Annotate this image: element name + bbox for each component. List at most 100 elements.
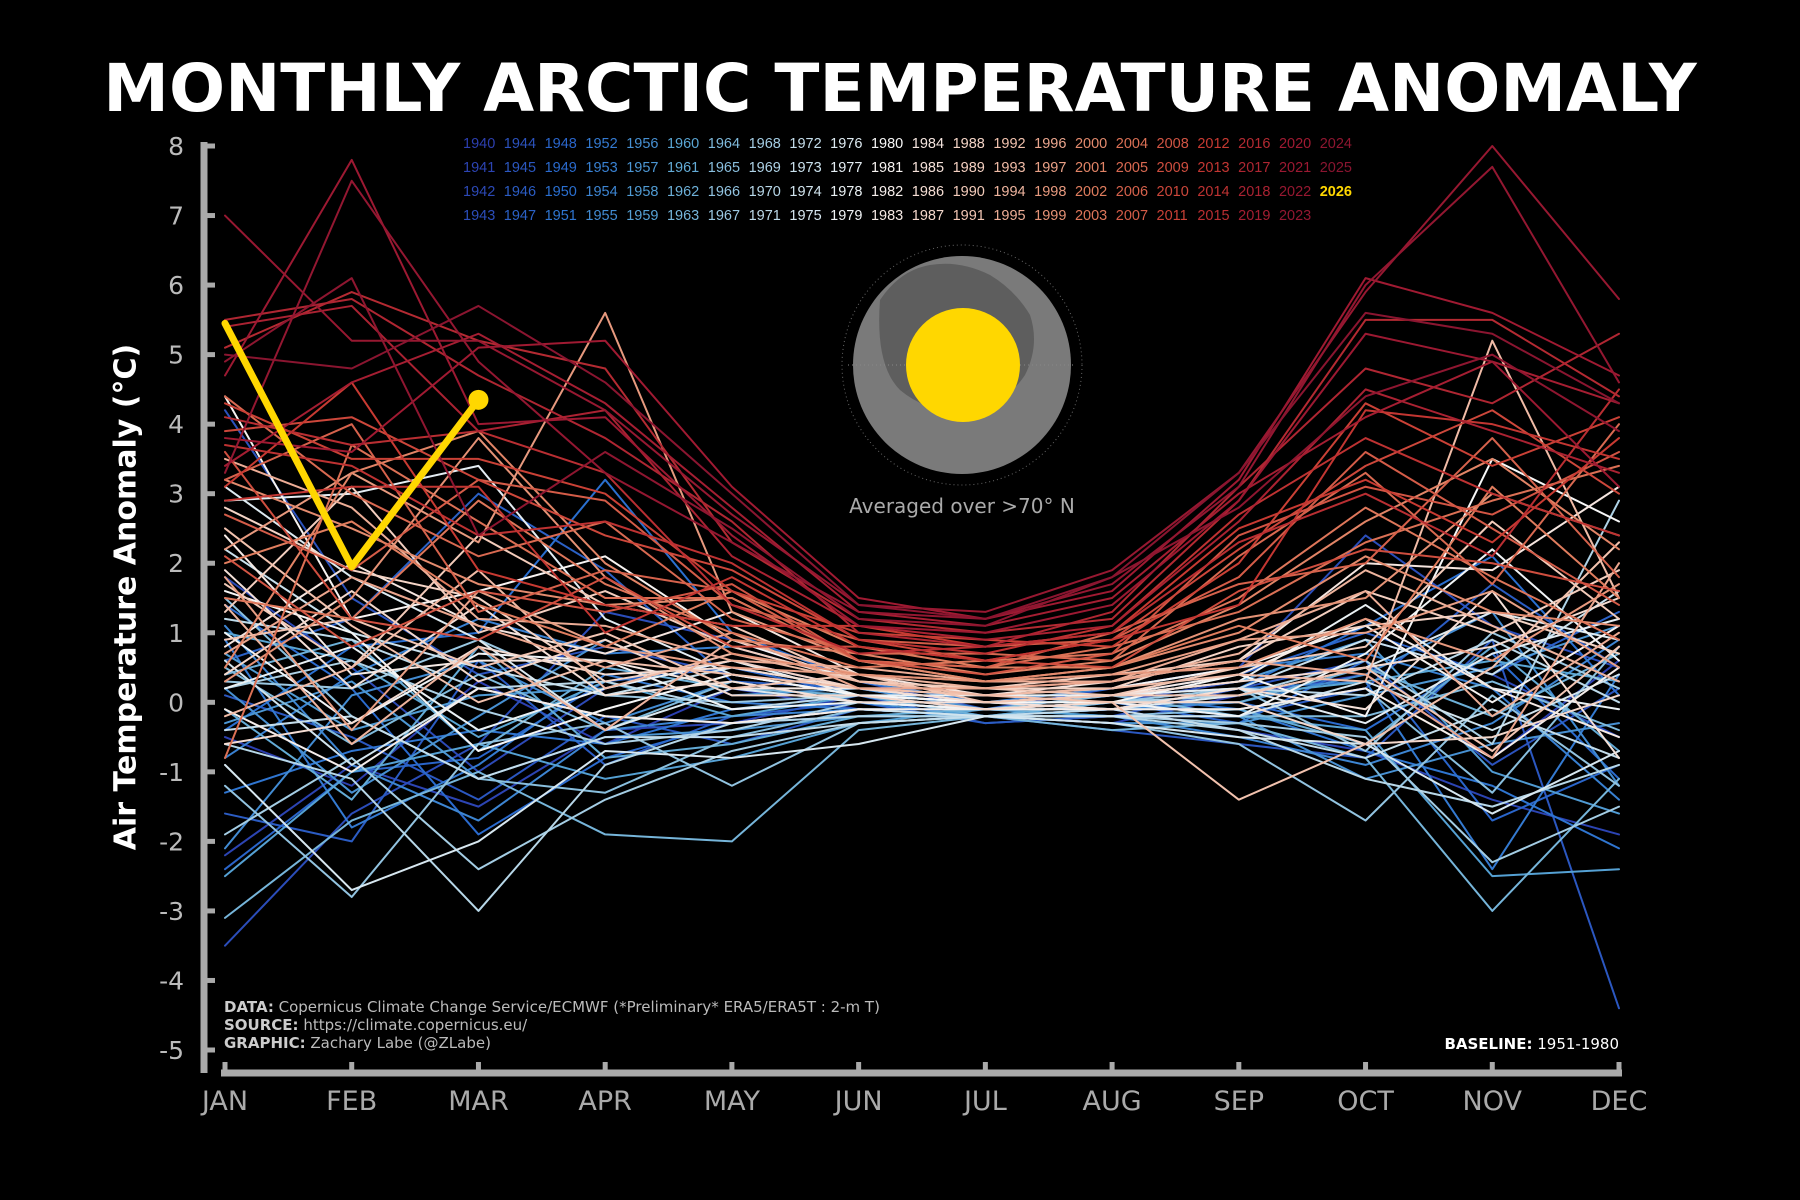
- series-line-2025: [224, 304, 1620, 620]
- legend-year-1978: 1978: [830, 184, 863, 200]
- latest-point-marker: [468, 389, 489, 410]
- legend-year-1970: 1970: [748, 184, 781, 200]
- series-line-1975: [224, 715, 1620, 892]
- legend-year-1999: 1999: [1034, 208, 1067, 224]
- legend-year-2002: 2002: [1074, 184, 1108, 200]
- y-tick-label: 1: [168, 619, 184, 648]
- source-credit-label: SOURCE:: [224, 1016, 299, 1034]
- y-tick-label: -5: [159, 1036, 184, 1065]
- legend-year-1990: 1990: [952, 184, 985, 200]
- series-line-2013: [224, 409, 1620, 662]
- legend-year-1974: 1974: [789, 184, 822, 200]
- series-line-2015: [224, 388, 1620, 655]
- year-legend: 1940 1944 1948 1952 1956 1960 1964 1968 1972 1976…: [463, 136, 1361, 232]
- baseline-label: BASELINE:: [1444, 1035, 1533, 1053]
- data-credit-text: Copernicus Climate Change Service/ECMWF …: [273, 998, 880, 1016]
- legend-year-1964: 1964: [707, 136, 741, 152]
- legend-year-1992: 1992: [993, 136, 1026, 152]
- legend-year-1949: 1949: [544, 160, 577, 176]
- x-tick-label-sep: SEP: [1214, 1086, 1264, 1117]
- y-tick-label: -3: [159, 897, 184, 926]
- legend-year-1991: 1991: [952, 208, 985, 224]
- x-tick-label-may: MAY: [704, 1086, 761, 1117]
- series-line-2017: [224, 297, 1620, 648]
- legend-year-1981: 1981: [870, 160, 904, 176]
- legend-year-1962: 1962: [666, 184, 700, 200]
- legend-year-1971: 1971: [748, 208, 781, 224]
- x-tick-label-jan: JAN: [200, 1086, 248, 1117]
- legend-year-1941: 1941: [463, 160, 496, 176]
- legend-year-1984: 1984: [911, 136, 945, 152]
- legend-year-2006: 2006: [1115, 184, 1149, 200]
- legend-year-2023: 2023: [1278, 208, 1312, 224]
- series-line-2000: [224, 478, 1620, 683]
- legend-year-1954: 1954: [585, 184, 618, 200]
- x-tick-label-nov: NOV: [1463, 1086, 1523, 1117]
- source-credit-text: https://climate.copernicus.eu/: [298, 1016, 528, 1034]
- credits: DATA: Copernicus Climate Change Service/…: [224, 998, 880, 1052]
- legend-year-1955: 1955: [585, 208, 618, 224]
- legend-year-2024: 2024: [1319, 136, 1352, 152]
- legend-year-2019: 2019: [1238, 208, 1271, 224]
- y-tick-label: 7: [168, 202, 184, 231]
- legend-year-1980: 1980: [870, 136, 904, 152]
- y-axis-label: Air Temperature Anomaly (°C): [108, 343, 144, 851]
- series-line-2014: [224, 437, 1620, 655]
- x-tick-label-oct: OCT: [1337, 1086, 1394, 1117]
- latitude-circle: [841, 244, 1083, 486]
- legend-year-1982: 1982: [870, 184, 904, 200]
- legend-year-1958: 1958: [626, 184, 659, 200]
- legend-year-2010: 2010: [1156, 184, 1189, 200]
- x-tick-label-aug: AUG: [1083, 1086, 1142, 1117]
- series-line-2026-highlight: [221, 319, 482, 571]
- legend-year-1950: 1950: [544, 184, 577, 200]
- legend-year-2008: 2008: [1156, 136, 1189, 152]
- legend-year-1998: 1998: [1034, 184, 1067, 200]
- globe-caption: Averaged over >70° N: [849, 494, 1075, 518]
- legend-year-1986: 1986: [911, 184, 945, 200]
- legend-year-1942: 1942: [463, 184, 496, 200]
- baseline-note: BASELINE: 1951-1980: [1444, 1035, 1619, 1053]
- legend-year-1960: 1960: [666, 136, 700, 152]
- legend-year-2025: 2025: [1319, 160, 1352, 176]
- series-line-1972: [224, 708, 1620, 780]
- legend-year-1983: 1983: [870, 208, 904, 224]
- legend-year-1973: 1973: [789, 160, 822, 176]
- legend-year-1985: 1985: [911, 160, 945, 176]
- legend-year-1969: 1969: [748, 160, 781, 176]
- legend-year-1967: 1967: [707, 208, 741, 224]
- graphic-credit: GRAPHIC: Zachary Labe (@ZLabe): [224, 1034, 880, 1052]
- graphic-credit-text: Zachary Labe (@ZLabe): [305, 1034, 491, 1052]
- baseline-text: 1951-1980: [1532, 1035, 1619, 1053]
- legend-year-1957: 1957: [626, 160, 659, 176]
- legend-year-2026: 2026: [1319, 184, 1352, 200]
- legend-year-1996: 1996: [1034, 136, 1067, 152]
- series-line-2008: [224, 450, 1620, 676]
- legend-year-1975: 1975: [789, 208, 822, 224]
- legend-year-1956: 1956: [626, 136, 659, 152]
- legend-year-1940: 1940: [463, 136, 496, 152]
- legend-year-1961: 1961: [666, 160, 700, 176]
- y-tick-label: -1: [159, 758, 184, 787]
- series-line-2022: [224, 145, 1620, 613]
- legend-year-2003: 2003: [1074, 208, 1108, 224]
- legend-year-1951: 1951: [544, 208, 577, 224]
- legend-year-2000: 2000: [1074, 136, 1108, 152]
- series-line-1987: [224, 590, 1620, 746]
- series-line-2007: [224, 450, 1620, 648]
- legend-year-2009: 2009: [1156, 160, 1189, 176]
- legend-year-1972: 1972: [789, 136, 822, 152]
- legend-year-1989: 1989: [952, 160, 985, 176]
- legend-year-2020: 2020: [1278, 136, 1312, 152]
- legend-year-1946: 1946: [503, 184, 537, 200]
- series-line-2019: [224, 332, 1620, 627]
- legend-year-2018: 2018: [1238, 184, 1271, 200]
- series-line-1999: [224, 437, 1620, 683]
- legend-year-1976: 1976: [830, 136, 863, 152]
- legend-year-1944: 1944: [503, 136, 537, 152]
- y-tick-label: 5: [168, 341, 184, 370]
- x-tick-label-feb: FEB: [326, 1086, 377, 1117]
- legend-year-1953: 1953: [585, 160, 618, 176]
- legend-empty: [1320, 208, 1361, 232]
